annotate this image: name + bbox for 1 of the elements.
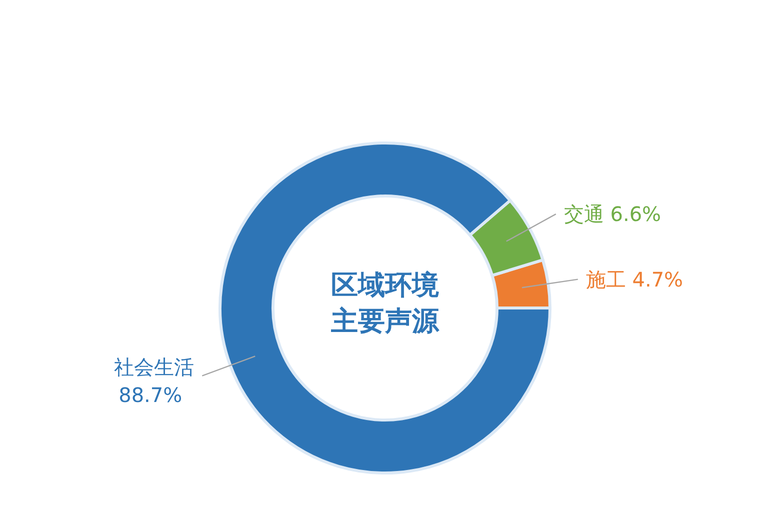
title: 区域环境主要声源 — [331, 270, 439, 337]
